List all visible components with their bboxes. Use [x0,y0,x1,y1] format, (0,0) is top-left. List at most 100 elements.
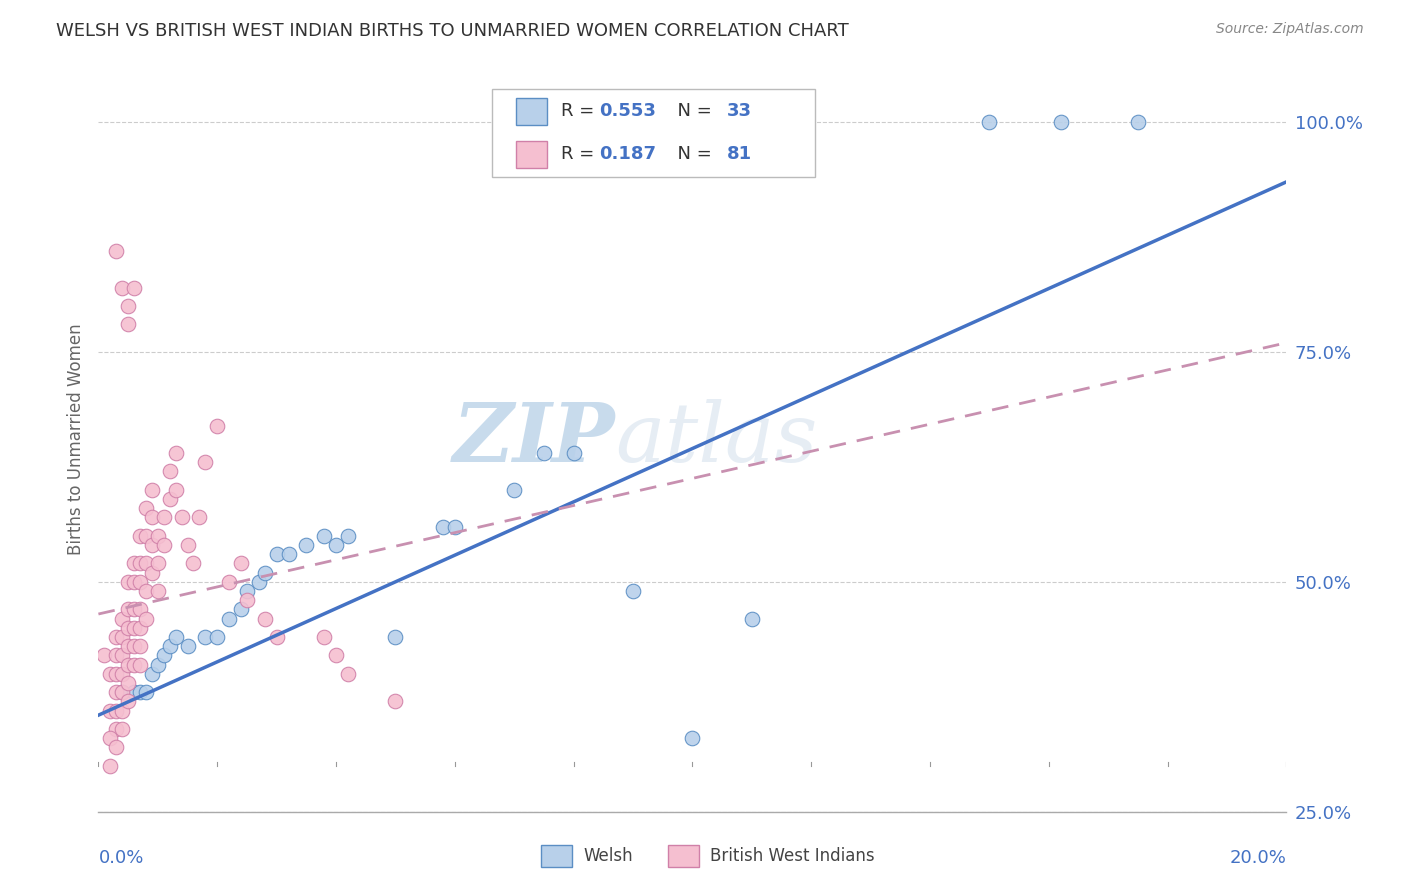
Text: 0.187: 0.187 [599,145,657,163]
Point [325,648,347,663]
Point [277,547,299,561]
Point [562,446,585,460]
Point [194,455,217,469]
Point [117,639,139,653]
Point [117,676,139,690]
Point [105,630,128,644]
Point [229,557,252,571]
Point [129,657,152,672]
Point [105,740,128,755]
Point [384,630,406,644]
Text: N =: N = [666,103,718,120]
Point [205,630,228,644]
Point [111,722,134,736]
Point [266,630,288,644]
Point [122,574,145,589]
Point [135,685,157,699]
Point [770,115,793,129]
Point [194,630,217,644]
Text: ZIP: ZIP [453,400,616,479]
Point [503,483,526,497]
Point [152,648,174,663]
Point [664,115,686,129]
Point [141,510,163,524]
Point [122,639,145,653]
Point [117,318,139,332]
Point [314,630,336,644]
Point [98,731,121,746]
Point [135,501,157,516]
Text: R =: R = [561,103,600,120]
Point [117,574,139,589]
Point [98,666,121,681]
Text: WELSH VS BRITISH WEST INDIAN BIRTHS TO UNMARRIED WOMEN CORRELATION CHART: WELSH VS BRITISH WEST INDIAN BIRTHS TO U… [56,22,849,40]
Point [141,666,163,681]
Point [122,657,145,672]
Point [111,685,134,699]
Point [129,685,152,699]
Point [159,465,181,479]
Point [105,722,128,736]
Point [111,685,134,699]
Point [111,666,134,681]
Point [800,841,823,855]
Point [98,851,121,865]
Point [105,244,128,258]
Point [247,574,270,589]
Point [141,538,163,552]
Y-axis label: Births to Unmarried Women: Births to Unmarried Women [66,324,84,555]
Point [129,557,152,571]
Point [122,280,145,294]
Point [325,538,347,552]
Point [218,574,240,589]
Point [135,557,157,571]
Point [443,519,465,533]
Point [176,639,198,653]
Point [117,657,139,672]
Text: British West Indians: British West Indians [710,847,875,865]
Point [432,519,454,533]
Point [336,666,359,681]
Point [176,538,198,552]
Point [129,621,152,635]
Text: 0.553: 0.553 [599,103,655,120]
Point [236,584,259,599]
Point [135,612,157,626]
Point [105,666,128,681]
Point [681,731,703,746]
Text: R =: R = [561,145,606,163]
Point [122,685,145,699]
Point [384,694,406,708]
Point [152,538,174,552]
Point [117,694,139,708]
Point [129,529,152,543]
Point [146,584,169,599]
Point [183,557,205,571]
Point [117,299,139,313]
Point [111,612,134,626]
Point [135,529,157,543]
Text: atlas: atlas [616,400,818,479]
Point [93,648,115,663]
Point [1049,115,1071,129]
Text: N =: N = [666,145,718,163]
Point [111,648,134,663]
Point [165,483,187,497]
Point [146,657,169,672]
Point [170,510,193,524]
Point [336,529,359,543]
Point [141,566,163,580]
Text: Source: ZipAtlas.com: Source: ZipAtlas.com [1216,22,1364,37]
Point [141,483,163,497]
Text: 33: 33 [727,103,752,120]
Point [1126,115,1149,129]
Text: 81: 81 [727,145,752,163]
Point [205,418,228,433]
Point [218,612,240,626]
Point [111,280,134,294]
Point [253,612,276,626]
Point [117,621,139,635]
Point [533,446,555,460]
Point [621,115,644,129]
Point [295,538,318,552]
